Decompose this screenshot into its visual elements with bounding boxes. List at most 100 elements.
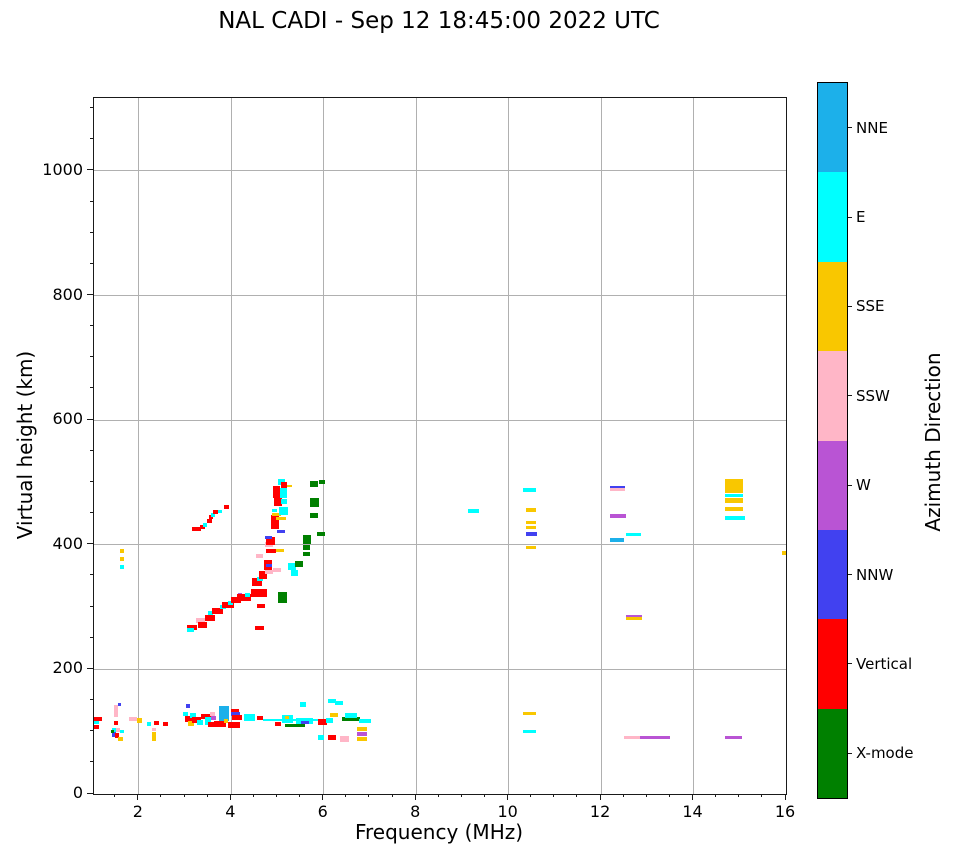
- data-point-SSE: [120, 548, 125, 553]
- data-point-E: [334, 701, 343, 706]
- data-point-SSE: [223, 719, 228, 724]
- data-point-V: [274, 498, 283, 507]
- y-tick-label: 0: [72, 783, 83, 802]
- x-minor-tick: [530, 794, 532, 797]
- colorbar-label: NNW: [856, 565, 894, 584]
- data-point-SSE: [117, 736, 123, 741]
- data-point-SSW: [113, 709, 118, 714]
- data-point-V: [257, 603, 266, 608]
- colorbar-label: SSW: [856, 386, 890, 405]
- data-point-V: [265, 548, 276, 553]
- plot-area: [93, 97, 787, 795]
- y-minor-tick: [90, 699, 93, 701]
- colorbar-tick: [848, 484, 852, 486]
- y-tick: [87, 667, 93, 669]
- x-tick: [137, 794, 139, 800]
- data-point-NNE: [219, 706, 230, 722]
- y-minor-tick: [90, 200, 93, 202]
- colorbar-tick: [848, 574, 852, 576]
- data-point-SSE: [120, 557, 125, 562]
- data-point-W: [356, 732, 367, 737]
- colorbar-segment-sse: [818, 261, 847, 352]
- data-point-E: [725, 515, 746, 520]
- data-point-W: [610, 514, 627, 519]
- x-minor-tick: [368, 794, 370, 797]
- gridline: [138, 98, 140, 794]
- data-point-SSE: [276, 517, 287, 521]
- data-point-V: [237, 593, 252, 601]
- data-point-NNW: [277, 529, 286, 533]
- gridline: [94, 295, 786, 297]
- data-point-V: [186, 624, 197, 630]
- x-tick: [784, 794, 786, 800]
- data-point-X: [302, 534, 311, 544]
- colorbar-segment-e: [818, 172, 847, 262]
- data-point-V: [227, 721, 240, 728]
- data-point-X: [295, 561, 304, 568]
- data-point-E: [187, 628, 195, 633]
- x-minor-tick: [276, 794, 278, 797]
- data-point-E: [288, 563, 297, 571]
- data-point-V: [251, 588, 268, 597]
- y-tick-label: 600: [52, 409, 83, 429]
- colorbar-segment-nnw: [818, 529, 847, 620]
- data-point-SSE: [525, 507, 536, 512]
- data-point-X: [285, 723, 306, 727]
- y-tick: [87, 792, 93, 794]
- x-tick: [692, 794, 694, 800]
- data-point-E: [256, 577, 263, 582]
- y-minor-tick: [90, 574, 93, 576]
- data-point-E: [278, 507, 288, 516]
- data-point-NNW: [609, 485, 625, 489]
- colorbar-segment-w: [818, 440, 847, 530]
- colorbar-segment-vertical: [818, 619, 847, 709]
- gridline: [508, 98, 510, 794]
- data-point-E: [244, 713, 256, 721]
- colorbar-tick: [848, 663, 852, 665]
- x-tick-label: 8: [410, 802, 421, 821]
- colorbar-label: E: [856, 208, 866, 227]
- data-point-NNW: [264, 536, 272, 540]
- data-point-NNW: [185, 704, 190, 709]
- data-point-E: [281, 498, 288, 504]
- x-tick-label: 4: [225, 802, 236, 821]
- data-point-V: [204, 615, 215, 622]
- data-point-V: [192, 716, 202, 723]
- data-point-SSE: [724, 498, 743, 504]
- data-point-X: [309, 481, 318, 488]
- colorbar-tick: [848, 752, 852, 754]
- data-point-SSW: [113, 704, 118, 709]
- data-point-E: [625, 532, 641, 536]
- data-point-NNW: [117, 702, 121, 706]
- x-minor-tick: [114, 794, 116, 797]
- x-tick-label: 12: [589, 802, 611, 821]
- data-point-V: [200, 714, 211, 720]
- colorbar-tick: [848, 395, 852, 397]
- data-point-E: [299, 701, 306, 707]
- x-minor-tick: [252, 794, 254, 797]
- data-point-V: [115, 732, 120, 738]
- colorbar-segment-ssw: [818, 351, 847, 441]
- data-point-V: [113, 720, 118, 725]
- data-point-X: [277, 592, 287, 604]
- gridline: [94, 668, 786, 670]
- x-minor-tick: [345, 794, 347, 797]
- y-minor-tick: [90, 138, 93, 140]
- y-minor-tick: [90, 605, 93, 607]
- data-point-E: [245, 593, 251, 598]
- data-point-SSW: [609, 488, 625, 492]
- data-point-V: [208, 514, 213, 519]
- y-tick-label: 200: [52, 658, 83, 678]
- data-point-V: [328, 735, 337, 741]
- data-point-V: [258, 570, 267, 579]
- data-point-V: [318, 718, 328, 725]
- data-point-SSE: [525, 546, 536, 550]
- data-point-X: [302, 552, 310, 557]
- x-minor-tick: [460, 794, 462, 797]
- x-minor-tick: [160, 794, 162, 797]
- y-tick: [87, 294, 93, 296]
- data-point-V: [192, 526, 202, 531]
- gridline: [94, 170, 786, 172]
- colorbar-tick: [848, 127, 852, 129]
- data-point-V: [251, 578, 262, 587]
